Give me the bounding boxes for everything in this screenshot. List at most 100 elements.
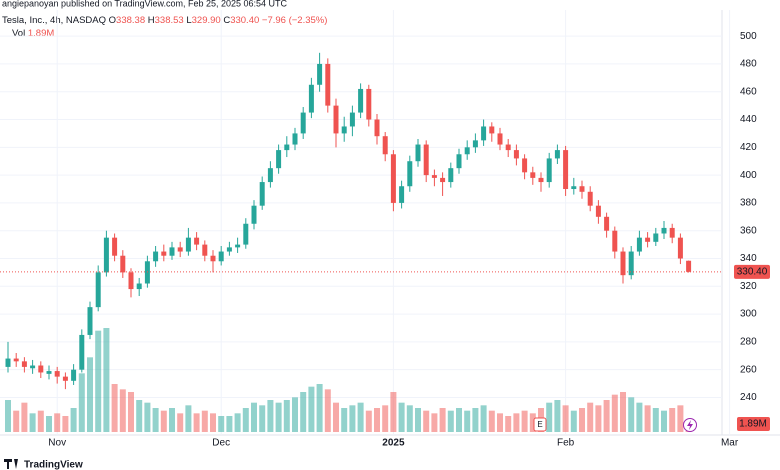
candle-body (554, 150, 560, 159)
candle-body (366, 88, 372, 120)
volume-bar (201, 410, 208, 432)
x-tick-label: Mar (721, 438, 739, 449)
volume-bar (169, 408, 175, 432)
volume-bar (554, 400, 561, 432)
candle-body (259, 182, 265, 206)
symbol: Tesla, Inc., 4h, NASDAQ (2, 15, 106, 26)
volume-bar (87, 357, 93, 432)
volume-bar (390, 392, 397, 432)
candle-body (5, 358, 11, 367)
candle-body (349, 112, 355, 127)
candle-body (128, 272, 134, 290)
candle-body (46, 371, 52, 374)
candle-body (423, 144, 429, 176)
logo-text: TradingView (24, 460, 83, 470)
candle-body (440, 177, 446, 183)
x-tick-label: Nov (48, 438, 66, 449)
volume-bar (275, 402, 282, 432)
volume-bar (13, 410, 20, 432)
candle-body (620, 251, 626, 276)
candle-body (456, 154, 462, 169)
candle-body (448, 168, 454, 183)
volume-bar (521, 410, 528, 432)
legend-item: H338.53 (148, 15, 187, 26)
volume-bar (160, 410, 167, 432)
volume-bar (628, 397, 635, 432)
volume-bar (242, 408, 249, 432)
candle-body (677, 237, 683, 259)
volume-bar (447, 410, 454, 432)
volume-bar (193, 413, 200, 432)
legend-value: 330.40 (230, 15, 259, 26)
candle-body (645, 237, 651, 242)
volume-value: 1.89M (28, 28, 54, 39)
candle-body (653, 233, 659, 242)
candle-body (382, 136, 388, 155)
candle-body (481, 126, 487, 141)
legend-item: L329.90 (186, 15, 223, 26)
candle-body (30, 365, 36, 369)
volume-bar (333, 402, 339, 432)
volume-bar (21, 402, 28, 432)
volume-bar (267, 400, 274, 432)
volume-bar (210, 413, 216, 432)
x-tick-label: 2025 (382, 438, 405, 449)
y-tick-label: 400 (740, 170, 757, 181)
event-icon: E (533, 417, 547, 432)
candle-body (169, 247, 175, 256)
volume-bar (316, 384, 323, 432)
volume-bar (70, 408, 77, 432)
candle-body (415, 144, 421, 162)
candle-body (308, 84, 314, 113)
footer-logo: TradingView (4, 459, 83, 470)
volume-bar (54, 413, 61, 432)
candle-body (546, 158, 552, 183)
volume-bar (365, 410, 372, 432)
candle-body (579, 186, 585, 192)
candle-body (595, 205, 601, 217)
legend-key: C (223, 15, 230, 26)
candle-body (636, 237, 642, 252)
candle-body (407, 161, 413, 187)
volume-bar (644, 405, 651, 432)
y-tick-label: 500 (740, 31, 757, 42)
candle-body (358, 88, 364, 113)
volume-bar (529, 413, 536, 432)
volume-bar (136, 400, 143, 432)
candle-body (587, 191, 593, 206)
candle-body (218, 251, 224, 262)
candle-body (144, 261, 150, 284)
candle-body (284, 144, 290, 151)
candle-body (317, 63, 323, 85)
volume-bar (341, 408, 348, 432)
volume-bar (292, 397, 298, 432)
y-tick-label: 420 (740, 142, 757, 153)
volume-bar (308, 386, 315, 432)
volume-bar (587, 402, 594, 432)
volume-bar (661, 410, 667, 432)
candle-body (472, 140, 478, 148)
legend-value: 338.53 (155, 15, 184, 26)
volume-bar (579, 408, 585, 432)
volume-bar (570, 410, 577, 432)
volume-bar (5, 400, 11, 432)
candle-body (185, 237, 191, 252)
candle-body (194, 237, 200, 245)
candle-body (292, 133, 298, 145)
volume-bar (374, 408, 380, 432)
volume-bar (185, 405, 192, 432)
volume-bar (218, 416, 225, 432)
candle-body (374, 119, 380, 137)
last-price-label: 330.40 (737, 266, 768, 277)
candle-body (612, 230, 618, 252)
volume-bar (406, 405, 413, 432)
legend: Tesla, Inc., 4h, NASDAQ O338.38 H338.53 … (2, 15, 327, 39)
volume-bar (46, 416, 52, 432)
candle-body (79, 334, 85, 370)
volume-bar (611, 394, 618, 432)
last-volume-box (737, 417, 770, 431)
y-tick-label: 300 (740, 309, 757, 320)
candle-body (563, 150, 569, 190)
legend-change: −7.96 (−2.35%) (262, 15, 328, 26)
candle-body (604, 216, 610, 231)
